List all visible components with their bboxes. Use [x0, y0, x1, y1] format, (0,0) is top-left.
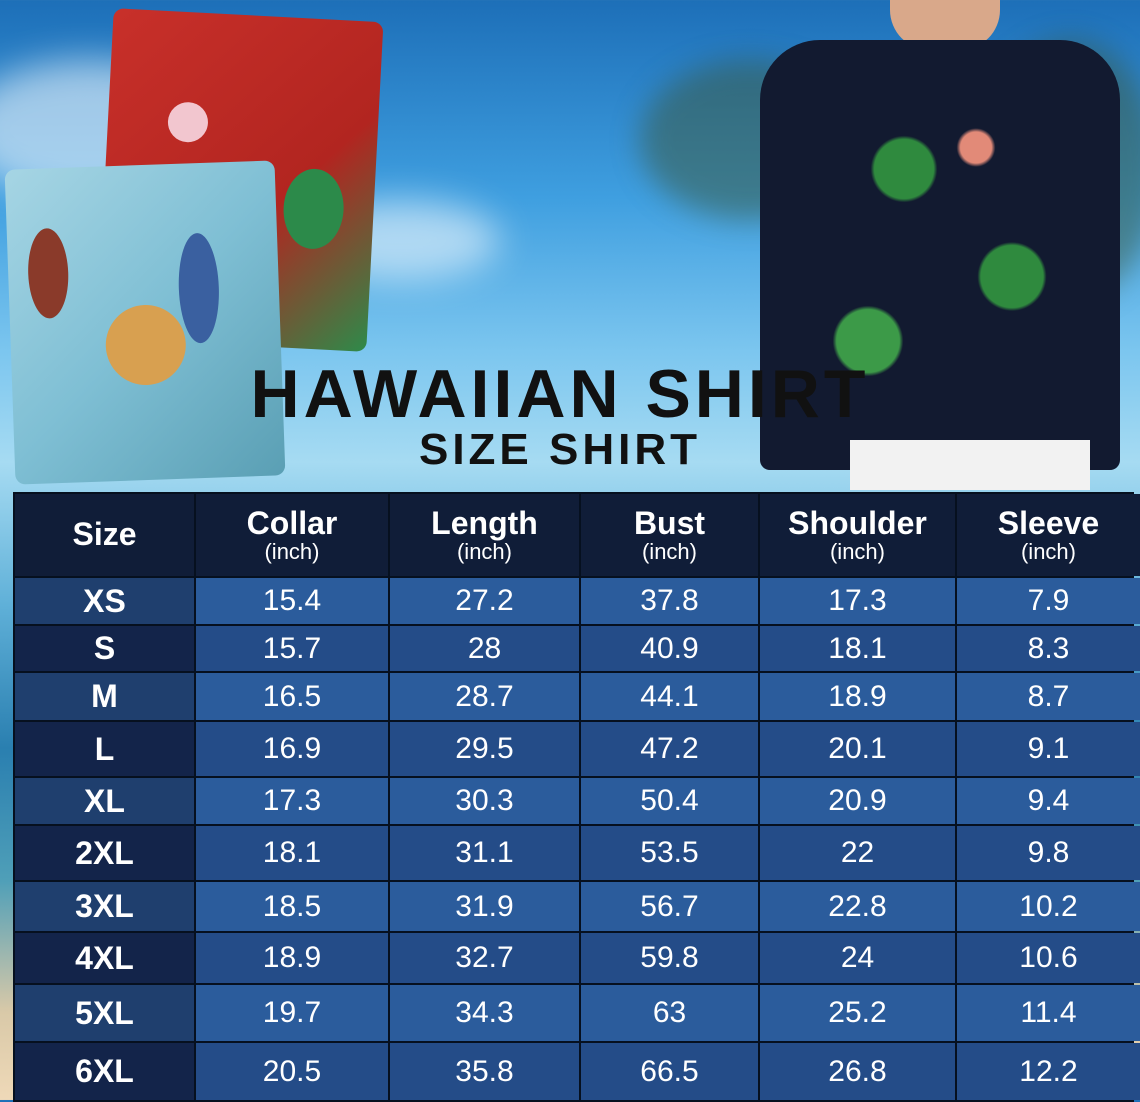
header-sleeve: Sleeve (inch)	[957, 494, 1140, 576]
measurement-cell: 59.8	[581, 933, 758, 983]
measurement-cell: 9.4	[957, 778, 1140, 824]
measurement-cell: 8.3	[957, 626, 1140, 671]
measurement-cell: 10.6	[957, 933, 1140, 983]
measurement-cell: 26.8	[760, 1043, 955, 1100]
measurement-cell: 18.9	[196, 933, 388, 983]
header-length: Length (inch)	[390, 494, 579, 576]
measurement-cell: 29.5	[390, 722, 579, 776]
measurement-cell: 16.5	[196, 673, 388, 720]
header-size: Size	[15, 494, 194, 576]
measurement-cell: 47.2	[581, 722, 758, 776]
header-label: Sleeve	[997, 504, 1100, 541]
size-label: 4XL	[15, 933, 194, 983]
size-label: XL	[15, 778, 194, 824]
measurement-cell: 30.3	[390, 778, 579, 824]
measurement-cell: 31.9	[390, 882, 579, 931]
measurement-cell: 12.2	[957, 1043, 1140, 1100]
page-title: HAWAIIAN SHIRT	[250, 356, 870, 432]
page-subtitle: SIZE SHIRT	[418, 425, 702, 474]
measurement-cell: 20.1	[760, 722, 955, 776]
measurement-cell: 31.1	[390, 826, 579, 880]
measurement-cell: 20.9	[760, 778, 955, 824]
measurement-cell: 18.1	[196, 826, 388, 880]
header-label: Size	[72, 516, 137, 553]
measurement-cell: 17.3	[760, 578, 955, 624]
measurement-cell: 17.3	[196, 778, 388, 824]
measurement-cell: 22	[760, 826, 955, 880]
measurement-cell: 63	[581, 985, 758, 1041]
header-unit: (inch)	[456, 539, 512, 565]
header-label: Length	[431, 504, 538, 541]
measurement-cell: 24	[760, 933, 955, 983]
size-label: 6XL	[15, 1043, 194, 1100]
measurement-cell: 7.9	[957, 578, 1140, 624]
measurement-cell: 8.7	[957, 673, 1140, 720]
size-label: M	[15, 673, 194, 720]
header-bust: Bust (inch)	[581, 494, 758, 576]
measurement-cell: 18.9	[760, 673, 955, 720]
measurement-cell: 53.5	[581, 826, 758, 880]
header-label: Shoulder	[788, 504, 927, 541]
measurement-cell: 44.1	[581, 673, 758, 720]
measurement-cell: 18.5	[196, 882, 388, 931]
measurement-cell: 35.8	[390, 1043, 579, 1100]
measurement-cell: 18.1	[760, 626, 955, 671]
measurement-cell: 28	[390, 626, 579, 671]
measurement-cell: 28.7	[390, 673, 579, 720]
measurement-cell: 37.8	[581, 578, 758, 624]
measurement-cell: 25.2	[760, 985, 955, 1041]
size-label: XS	[15, 578, 194, 624]
measurement-cell: 16.9	[196, 722, 388, 776]
header-collar: Collar (inch)	[196, 494, 388, 576]
measurement-cell: 10.2	[957, 882, 1140, 931]
measurement-cell: 11.4	[957, 985, 1140, 1041]
measurement-cell: 20.5	[196, 1043, 388, 1100]
measurement-cell: 34.3	[390, 985, 579, 1041]
measurement-cell: 27.2	[390, 578, 579, 624]
measurement-cell: 22.8	[760, 882, 955, 931]
header-unit: (inch)	[264, 539, 320, 565]
measurement-cell: 32.7	[390, 933, 579, 983]
measurement-cell: 15.7	[196, 626, 388, 671]
size-chart-table: Size Collar (inch) Length (inch) Bust (inch) Sh…	[13, 492, 1140, 1102]
measurement-cell: 19.7	[196, 985, 388, 1041]
header-unit: (inch)	[641, 539, 697, 565]
measurement-cell: 40.9	[581, 626, 758, 671]
model-photo	[750, 0, 1130, 490]
size-label: 5XL	[15, 985, 194, 1041]
header-shoulder: Shoulder (inch)	[760, 494, 955, 576]
measurement-cell: 15.4	[196, 578, 388, 624]
header-unit: (inch)	[1020, 539, 1076, 565]
header-label: Collar	[246, 504, 338, 541]
measurement-cell: 50.4	[581, 778, 758, 824]
header-label: Bust	[633, 504, 706, 541]
measurement-cell: 56.7	[581, 882, 758, 931]
size-label: L	[15, 722, 194, 776]
measurement-cell: 66.5	[581, 1043, 758, 1100]
size-label: 2XL	[15, 826, 194, 880]
header-unit: (inch)	[829, 539, 885, 565]
size-label: 3XL	[15, 882, 194, 931]
measurement-cell: 9.8	[957, 826, 1140, 880]
size-label: S	[15, 626, 194, 671]
measurement-cell: 9.1	[957, 722, 1140, 776]
